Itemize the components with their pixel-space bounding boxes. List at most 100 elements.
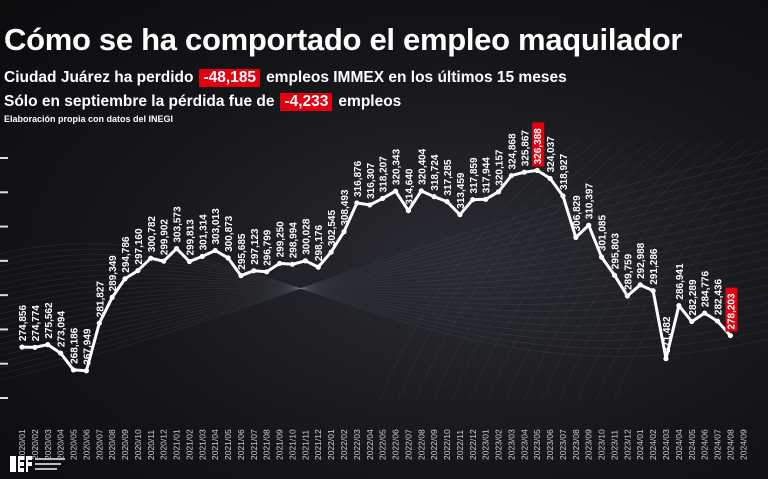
x-tick-label: 2023/09 — [584, 429, 594, 460]
x-tick-text: 2021/10 — [288, 429, 298, 460]
data-point — [148, 255, 154, 261]
x-tick-text: 2020/05 — [69, 429, 79, 460]
data-point — [470, 197, 476, 203]
data-label-text: 320,343 — [392, 149, 403, 186]
x-tick-label: 2022/12 — [468, 429, 478, 460]
x-tick-label: 2022/05 — [378, 429, 388, 460]
data-label-text: 317,859 — [469, 157, 480, 194]
data-label: 317,859 — [469, 157, 480, 194]
data-point — [277, 260, 283, 267]
data-points — [19, 167, 734, 374]
x-tick-label: 2021/05 — [223, 429, 233, 460]
x-tick-label: 2020/08 — [107, 429, 117, 460]
data-label: 320,343 — [392, 149, 403, 186]
data-point — [199, 253, 205, 259]
data-label-text: 303,573 — [173, 206, 184, 243]
x-tick-text: 2021/09 — [275, 429, 285, 460]
x-tick-label: 2023/07 — [558, 429, 568, 460]
x-tick-text: 2020/04 — [56, 429, 66, 460]
data-point — [161, 258, 167, 264]
data-label-text: 295,685 — [237, 233, 248, 270]
x-tick-label: 2021/04 — [210, 429, 220, 460]
x-tick-text: 2020/02 — [30, 429, 40, 460]
data-label: 274,774 — [31, 305, 42, 342]
data-point — [650, 288, 656, 294]
data-label: 299,250 — [276, 221, 287, 258]
x-tick-text: 2021/02 — [184, 429, 194, 460]
data-label-text: 316,876 — [353, 160, 364, 197]
data-point — [547, 175, 553, 182]
mesh-line — [0, 149, 768, 381]
x-tick-label: 2022/07 — [403, 429, 413, 460]
data-label-text: 282,289 — [688, 279, 699, 316]
x-tick-label: 2023/12 — [622, 429, 632, 460]
data-point — [714, 318, 721, 324]
data-label: 300,782 — [147, 216, 158, 253]
x-tick-text: 2024/08 — [725, 429, 735, 460]
data-point — [19, 344, 25, 350]
x-tick-text: 2023/10 — [597, 429, 607, 460]
x-tick-label: 2023/06 — [545, 429, 555, 460]
y-tick-mark — [0, 294, 8, 297]
data-label-text: 325,867 — [520, 130, 531, 167]
x-tick-label: 2023/08 — [571, 429, 581, 460]
x-tick-text: 2023/05 — [532, 429, 542, 460]
x-tick-label: 2023/10 — [597, 429, 607, 460]
data-label: 282,289 — [688, 279, 699, 316]
data-point — [676, 303, 682, 309]
data-point — [586, 222, 592, 228]
data-point — [173, 246, 180, 252]
x-tick-text: 2023/02 — [494, 429, 504, 460]
x-tick-text: 2022/08 — [416, 429, 426, 460]
data-point — [96, 320, 102, 326]
data-label: 317,285 — [443, 159, 454, 196]
x-tick-text: 2022/09 — [429, 429, 439, 460]
x-tick-label: 2020/12 — [159, 429, 169, 460]
data-label-text: 320,404 — [417, 148, 428, 185]
mesh-line — [613, 178, 768, 401]
data-point — [624, 293, 630, 299]
data-label-text: 324,037 — [546, 136, 557, 173]
data-label: 298,994 — [289, 222, 300, 259]
background-mesh — [0, 139, 768, 401]
source-note: Elaboración propia con datos del INEGI — [4, 114, 174, 124]
x-tick-text: 2020/07 — [94, 429, 104, 460]
data-point — [663, 356, 669, 362]
x-tick-text: 2021/06 — [236, 429, 246, 460]
data-label-text: 310,397 — [585, 183, 596, 220]
data-label: 298,176 — [314, 225, 325, 262]
highlight-box — [725, 287, 738, 332]
x-tick-label: 2024/05 — [687, 429, 697, 460]
x-tick-label: 2021/10 — [288, 429, 298, 460]
data-point — [109, 294, 115, 300]
mesh-line — [0, 275, 768, 305]
x-tick-label: 2023/02 — [494, 429, 504, 460]
x-tick-label: 2022/04 — [365, 429, 375, 460]
data-label: 271,482 — [662, 316, 673, 353]
x-tick-text: 2023/06 — [545, 429, 555, 460]
data-label: 325,867 — [520, 130, 531, 167]
mesh-line — [0, 167, 768, 369]
mesh-line — [0, 259, 768, 334]
x-tick-label: 2021/11 — [300, 430, 310, 460]
data-label-text: 268,186 — [70, 327, 81, 364]
data-label: 324,868 — [507, 133, 518, 170]
data-label-text: 303,013 — [211, 208, 222, 245]
data-label: 297,123 — [250, 228, 261, 265]
x-tick-text: 2020/08 — [107, 429, 117, 460]
page-title: Cómo se ha comportado el empleo maquilad… — [4, 22, 683, 57]
data-point — [702, 310, 708, 316]
data-label-text: 281,827 — [95, 281, 106, 318]
y-axis-ticks — [0, 157, 8, 399]
data-labels: 274,856 274,774 275,562 273,094 268,186 267,9… — [18, 122, 738, 365]
data-label-text: 267,949 — [82, 328, 93, 365]
data-label: 296,799 — [263, 229, 274, 266]
mesh-line — [0, 269, 768, 319]
data-label: 310,397 — [585, 183, 596, 220]
data-point — [611, 272, 618, 278]
x-tick-label: 2023/01 — [481, 429, 491, 460]
data-label: 268,186 — [70, 327, 81, 364]
x-tick-text: 2023/04 — [519, 429, 529, 460]
x-tick-text: 2021/03 — [197, 429, 207, 460]
